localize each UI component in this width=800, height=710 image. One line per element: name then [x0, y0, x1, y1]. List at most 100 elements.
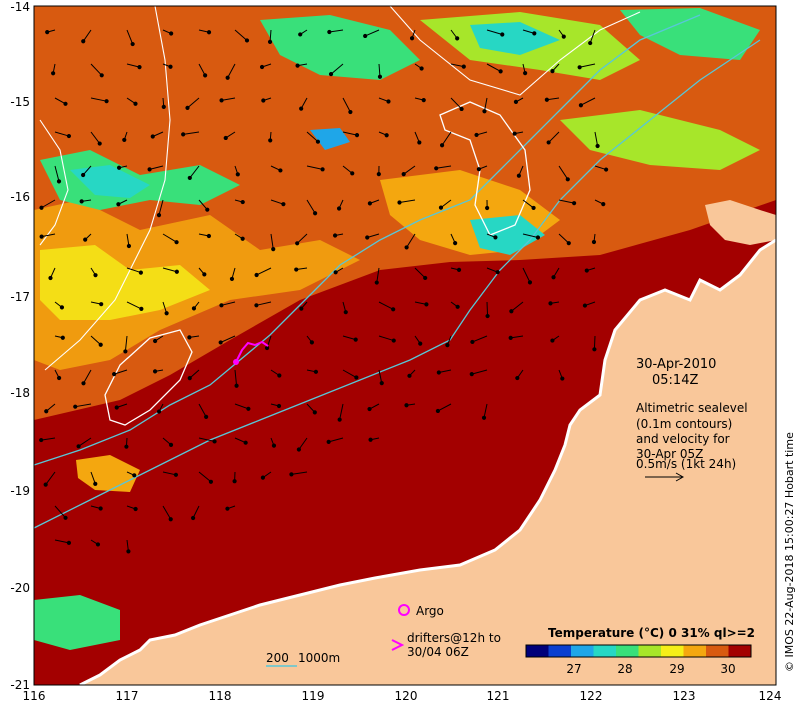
- colorbar-step: [616, 645, 639, 657]
- velocity-arrow: [83, 369, 92, 384]
- velocity-arrow-head: [76, 444, 81, 449]
- velocity-arrow-head: [116, 165, 122, 170]
- drifters-legend: drifters@12h to 30/04 06Z: [391, 631, 501, 659]
- colorbar-title: Temperature (°C) 0 31% ql>=2: [548, 626, 755, 640]
- velocity-arrow-head: [63, 101, 68, 106]
- y-tick: -19: [10, 484, 30, 498]
- svg-text:(0.1m contours): (0.1m contours): [636, 417, 732, 431]
- velocity-arrow-head: [550, 338, 555, 343]
- velocity-arrow: [486, 63, 501, 72]
- velocity-arrow: [158, 199, 164, 216]
- velocity-arrow-head: [592, 347, 597, 352]
- velocity-arrow: [126, 267, 142, 274]
- velocity-arrow-head: [268, 138, 273, 143]
- velocity-arrow-head: [271, 246, 276, 252]
- y-tick: -14: [10, 0, 30, 14]
- velocity-arrow-head: [546, 140, 551, 145]
- velocity-arrow: [270, 233, 274, 250]
- velocity-arrow-head: [51, 71, 56, 76]
- colorbar-step: [661, 645, 684, 657]
- svg-text:30/04 06Z: 30/04 06Z: [407, 645, 469, 659]
- velocity-arrow-head: [354, 375, 359, 380]
- velocity-arrow-head: [212, 439, 217, 444]
- svg-text:and velocity for: and velocity for: [636, 432, 730, 446]
- velocity-arrow-head: [544, 97, 549, 102]
- velocity-arrow-head: [168, 442, 174, 447]
- velocity-arrow-head: [455, 36, 460, 41]
- velocity-arrow-head: [551, 275, 556, 280]
- plot-frame: [33, 5, 777, 686]
- velocity-arrow-head: [577, 65, 582, 70]
- velocity-arrow-head: [130, 41, 135, 47]
- velocity-arrow-head: [384, 133, 389, 138]
- velocity-arrow-head: [515, 375, 520, 381]
- velocity-arrow: [90, 335, 102, 346]
- velocity-arrow-head: [240, 236, 245, 241]
- velocity-arrow: [306, 131, 319, 143]
- colorbar-step: [526, 645, 549, 657]
- velocity-arrow-head: [404, 245, 409, 250]
- velocity-arrow-head: [187, 335, 192, 340]
- velocity-arrow-head: [81, 172, 86, 178]
- velocity-arrow: [54, 505, 66, 519]
- velocity-arrow: [579, 63, 596, 68]
- velocity-arrow-head: [601, 202, 606, 207]
- velocity-arrow-head: [278, 168, 283, 173]
- velocity-arrow-head: [584, 268, 589, 273]
- velocity-arrow: [414, 267, 426, 279]
- velocity-arrow: [220, 335, 236, 343]
- y-tick: -21: [10, 678, 30, 692]
- velocity-arrow-head: [150, 134, 155, 139]
- velocity-arrow: [580, 97, 596, 106]
- velocity-arrow-head: [532, 31, 537, 36]
- drifter-tracks: [233, 340, 269, 365]
- velocity-arrow: [298, 437, 308, 450]
- velocity-arrow-head: [482, 109, 487, 114]
- velocity-arrow: [342, 335, 356, 341]
- velocity-arrow-head: [424, 302, 429, 307]
- velocity-arrow: [54, 131, 70, 137]
- velocity-arrow-head: [379, 380, 384, 386]
- velocity-arrow-head: [409, 36, 415, 41]
- velocity-arrow-head: [298, 32, 303, 37]
- velocity-arrow-head: [66, 133, 72, 139]
- velocity-arrow-head: [191, 515, 196, 521]
- bathy-legend: 200 1000m: [266, 651, 340, 667]
- velocity-arrow: [54, 539, 70, 544]
- velocity-arrow-head: [299, 106, 304, 111]
- colorbar-step: [571, 645, 594, 657]
- velocity-arrow-head: [336, 206, 342, 211]
- velocity-arrow-head: [350, 171, 355, 176]
- velocity-arrow-head: [225, 506, 230, 511]
- velocity-arrow-head: [363, 33, 368, 39]
- velocity-arrow-head: [39, 234, 44, 239]
- velocity-arrow-head: [495, 270, 500, 275]
- velocity-arrow-head: [531, 205, 536, 211]
- svg-text:30-Apr 05Z: 30-Apr 05Z: [636, 447, 703, 461]
- velocity-arrow-head: [267, 39, 273, 45]
- velocity-arrow: [436, 165, 452, 169]
- velocity-arrow-head: [271, 443, 277, 448]
- velocity-arrow-head: [565, 177, 570, 182]
- argo-label: Argo: [416, 604, 444, 618]
- velocity-arrow-head: [453, 240, 458, 246]
- velocity-arrow-head: [289, 472, 294, 477]
- velocity-arrow-head: [156, 213, 162, 218]
- velocity-arrow: [234, 369, 238, 386]
- colorbar-step: [683, 645, 707, 657]
- velocity-arrow-head: [368, 437, 373, 442]
- x-tick: 120: [395, 689, 418, 703]
- velocity-arrow-head: [391, 307, 396, 312]
- velocity-arrow: [189, 165, 200, 179]
- velocity-arrows: [39, 29, 609, 554]
- velocity-arrow: [126, 63, 140, 68]
- velocity-arrow-head: [421, 98, 426, 103]
- velocity-arrow-head: [147, 167, 152, 172]
- velocity-arrow-head: [588, 40, 593, 46]
- velocity-arrow: [90, 131, 101, 144]
- velocity-arrow-head: [455, 304, 460, 309]
- coastline: [79, 238, 777, 687]
- velocity-arrow-head: [438, 205, 444, 210]
- velocity-arrow-head: [174, 269, 179, 274]
- velocity-arrow-head: [98, 506, 103, 511]
